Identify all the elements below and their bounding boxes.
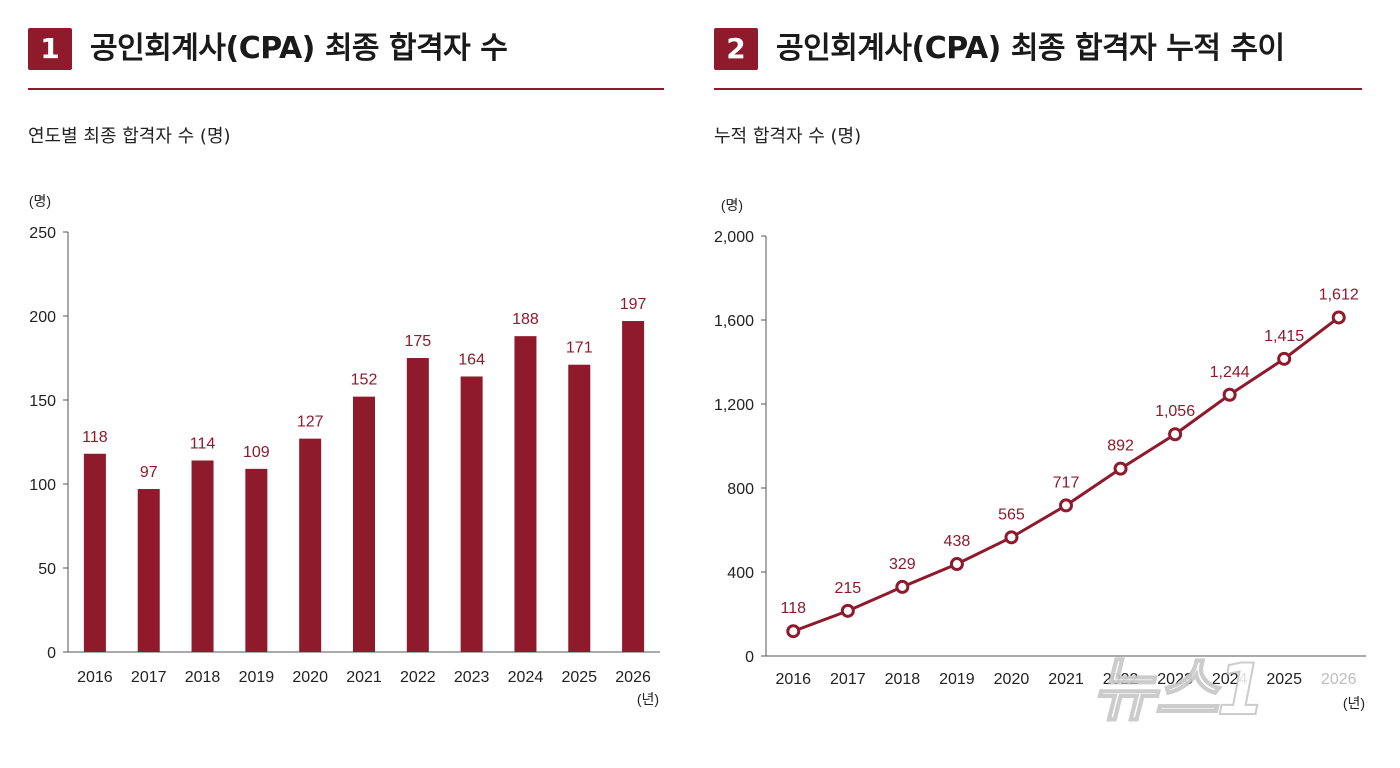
data-point [1277, 351, 1292, 366]
data-point [895, 579, 910, 594]
bar-value-label: 197 [620, 296, 647, 313]
x-axis-unit: (년) [1343, 695, 1365, 711]
bar-value-label: 188 [512, 311, 539, 328]
point-value-label: 1,612 [1319, 286, 1359, 303]
y-tick-label: 200 [29, 309, 56, 326]
x-tick-label: 2024 [508, 669, 544, 686]
point-value-label: 565 [998, 506, 1025, 523]
data-point [1222, 387, 1237, 402]
bar [137, 489, 160, 652]
point-value-label: 1,415 [1264, 328, 1304, 345]
x-tick-label: 2020 [994, 671, 1030, 688]
x-tick-label: 2019 [939, 671, 975, 688]
data-point [1331, 310, 1346, 325]
x-tick-label: 2021 [1048, 671, 1084, 688]
y-axis-unit: (명) [29, 193, 51, 209]
x-tick-label: 2018 [885, 671, 921, 688]
x-tick-label: 2019 [239, 669, 275, 686]
x-tick-label: 2017 [830, 671, 866, 688]
y-tick-label: 400 [727, 565, 754, 582]
panel-number-badge: 1 [28, 28, 72, 70]
point-value-label: 215 [834, 580, 861, 597]
x-tick-label: 2024 [1212, 671, 1248, 688]
bar [460, 376, 483, 652]
x-tick-label: 2022 [1103, 671, 1139, 688]
y-tick-label: 0 [745, 649, 754, 666]
x-tick-label: 2022 [400, 669, 436, 686]
bar-chart-panel: 1 공인회계사(CPA) 최종 합격자 수 연도별 최종 합격자 수 (명) 0… [28, 0, 664, 768]
y-tick-label: 50 [38, 561, 56, 578]
x-axis-unit: (년) [637, 691, 659, 707]
x-tick-label: 2021 [346, 669, 382, 686]
y-axis-unit: (명) [721, 197, 743, 213]
x-tick-label: 2023 [1157, 671, 1193, 688]
y-tick-label: 800 [727, 481, 754, 498]
y-tick-label: 250 [29, 225, 56, 242]
data-point [786, 624, 801, 639]
bar [83, 453, 106, 652]
data-point [840, 603, 855, 618]
x-tick-label: 2026 [1321, 671, 1357, 688]
title-divider [714, 88, 1362, 90]
bar [406, 358, 429, 652]
bar [299, 438, 322, 652]
chart-subtitle: 연도별 최종 합격자 수 (명) [28, 126, 231, 147]
x-tick-label: 2020 [292, 669, 328, 686]
point-value-label: 329 [889, 556, 916, 573]
bar-value-label: 97 [140, 464, 158, 481]
bar [568, 364, 591, 652]
panel-title: 공인회계사(CPA) 최종 합격자 수 [90, 31, 508, 66]
bar-value-label: 109 [243, 444, 270, 461]
panel-number-badge: 2 [714, 28, 758, 70]
data-point [1004, 530, 1019, 545]
point-value-label: 1,056 [1155, 403, 1195, 420]
x-tick-label: 2017 [131, 669, 167, 686]
bar-value-label: 152 [351, 372, 378, 389]
x-tick-label: 2023 [454, 669, 490, 686]
panel-title: 공인회계사(CPA) 최종 합격자 누적 추이 [776, 31, 1285, 66]
y-tick-label: 1,200 [714, 397, 754, 414]
bar-value-label: 175 [404, 333, 431, 350]
x-tick-label: 2025 [561, 669, 597, 686]
bar-value-label: 171 [566, 340, 593, 357]
x-tick-label: 2026 [615, 669, 651, 686]
bar-value-label: 164 [458, 351, 485, 368]
bar-value-label: 114 [190, 435, 216, 452]
y-tick-label: 1,600 [714, 313, 754, 330]
point-value-label: 118 [781, 600, 807, 617]
x-tick-label: 2018 [185, 669, 221, 686]
data-point [1113, 461, 1128, 476]
y-tick-label: 150 [29, 393, 56, 410]
y-tick-label: 100 [29, 477, 56, 494]
bar [353, 396, 375, 652]
bar-chart: 0 50 100 150 200 250 (명) (년) 118 2016 97 2017 114 201… [29, 193, 660, 707]
data-point [1059, 498, 1073, 513]
point-value-label: 1,244 [1210, 364, 1250, 381]
line-chart: 0 400 800 1,200 1,600 2,000 (명) (년) 118 2016 215 20… [714, 197, 1366, 711]
bar-value-label: 118 [82, 429, 108, 446]
bar [245, 468, 268, 652]
bar-value-label: 127 [297, 414, 324, 431]
data-point [949, 557, 964, 572]
data-point [1168, 427, 1183, 442]
line-chart-panel: 2 공인회계사(CPA) 최종 합격자 누적 추이 누적 합격자 수 (명) 0… [714, 0, 1366, 768]
news1-watermark: 뉴스1 [1091, 648, 1267, 732]
y-tick-label: 2,000 [714, 229, 754, 246]
y-tick-label: 0 [47, 645, 56, 662]
bar [191, 460, 214, 652]
x-tick-label: 2025 [1266, 671, 1302, 688]
x-tick-label: 2016 [775, 671, 811, 688]
x-tick-label: 2016 [77, 669, 113, 686]
point-value-label: 438 [944, 533, 971, 550]
bar [622, 321, 645, 652]
point-value-label: 892 [1107, 438, 1134, 455]
title-divider [28, 88, 664, 90]
bar [514, 336, 537, 652]
chart-subtitle: 누적 합격자 수 (명) [714, 126, 862, 147]
point-value-label: 717 [1053, 474, 1080, 491]
